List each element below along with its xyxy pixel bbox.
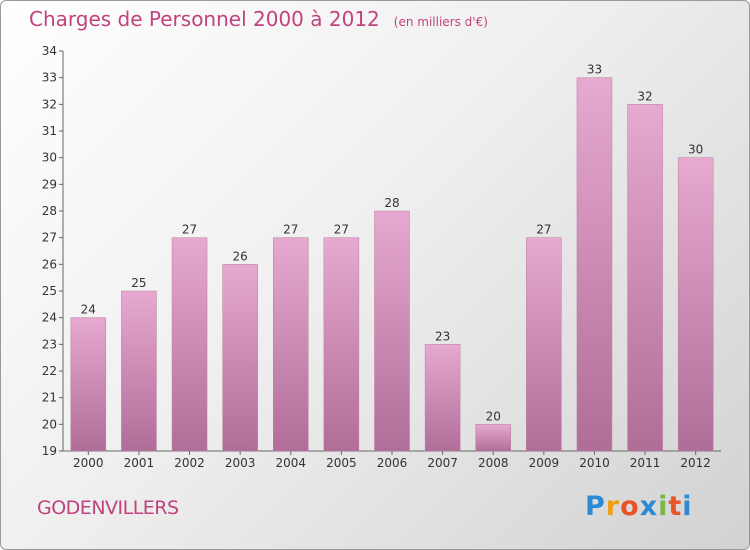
x-tick-label-2004: 2004 — [275, 456, 306, 470]
x-tick-label-2010: 2010 — [579, 456, 610, 470]
y-tick-label: 22 — [42, 364, 57, 378]
x-tick-label-2012: 2012 — [680, 456, 711, 470]
data-label-2004: 27 — [283, 223, 298, 237]
y-tick-label: 28 — [42, 204, 57, 218]
x-tick-label-2011: 2011 — [630, 456, 661, 470]
bar-2011 — [627, 104, 663, 452]
y-tick-label: 30 — [42, 151, 57, 165]
data-label-2005: 27 — [334, 223, 349, 237]
bar-2007 — [424, 344, 461, 452]
y-tick-label: 33 — [42, 71, 57, 85]
data-label-2006: 28 — [384, 196, 399, 210]
bar-2008 — [475, 424, 511, 452]
chart-title: Charges de Personnel 2000 à 2012 (en mill… — [29, 7, 488, 31]
data-label-2003: 26 — [233, 249, 248, 263]
bar-2006 — [374, 210, 410, 452]
bar-2004 — [273, 237, 309, 452]
proxiti-logo: Proxiti — [585, 491, 693, 522]
x-tick-label-2009: 2009 — [529, 456, 560, 470]
data-label-2011: 32 — [637, 89, 652, 103]
logo-letter: o — [620, 491, 640, 522]
logo-letter: x — [639, 491, 659, 522]
logo-letter: r — [605, 491, 621, 522]
x-tick-label-2005: 2005 — [326, 456, 357, 470]
logo-letter: i — [682, 491, 693, 522]
data-label-2008: 20 — [486, 409, 501, 423]
logo-letter: P — [585, 491, 606, 522]
data-label-2009: 27 — [536, 223, 551, 237]
y-tick-label: 29 — [42, 177, 57, 191]
bar-2000 — [70, 317, 107, 452]
data-label-2012: 30 — [688, 143, 703, 157]
bar-2001 — [121, 290, 157, 452]
x-tick-label-2008: 2008 — [478, 456, 509, 470]
data-label-2007: 23 — [435, 329, 450, 343]
logo-letter: i — [658, 491, 669, 522]
y-tick-label: 25 — [42, 284, 57, 298]
data-label-2000: 24 — [81, 303, 96, 317]
logo-letter: t — [668, 491, 683, 522]
y-tick-label: 19 — [42, 444, 57, 458]
bar-2002 — [171, 237, 208, 452]
data-label-2010: 33 — [587, 63, 602, 77]
x-tick-label-2001: 2001 — [124, 456, 155, 470]
x-tick-label-2006: 2006 — [377, 456, 408, 470]
data-label-2001: 25 — [131, 276, 146, 290]
x-tick-label-2002: 2002 — [174, 456, 205, 470]
place-name: GODENVILLERS — [37, 497, 179, 519]
y-tick-label: 26 — [42, 257, 57, 271]
y-tick-label: 27 — [42, 231, 57, 245]
x-tick-label-2003: 2003 — [225, 456, 256, 470]
y-tick-label: 32 — [42, 97, 57, 111]
data-label-2002: 27 — [182, 223, 197, 237]
bar-2010 — [576, 77, 613, 452]
chart-title-text: Charges de Personnel 2000 à 2012 — [29, 7, 380, 31]
x-tick-label-2000: 2000 — [73, 456, 104, 470]
y-tick-label: 31 — [42, 124, 57, 138]
y-tick-label: 24 — [42, 311, 57, 325]
y-tick-label: 20 — [42, 417, 57, 431]
bar-2009 — [526, 237, 562, 452]
y-tick-label: 21 — [42, 391, 57, 405]
y-tick-label: 34 — [42, 44, 57, 58]
bar-2012 — [677, 157, 714, 452]
bar-2005 — [323, 237, 360, 452]
x-tick-label-2007: 2007 — [427, 456, 458, 470]
bar-2003 — [222, 264, 258, 452]
chart-subtitle: (en milliers d'€) — [393, 15, 488, 29]
y-tick-label: 23 — [42, 337, 57, 351]
